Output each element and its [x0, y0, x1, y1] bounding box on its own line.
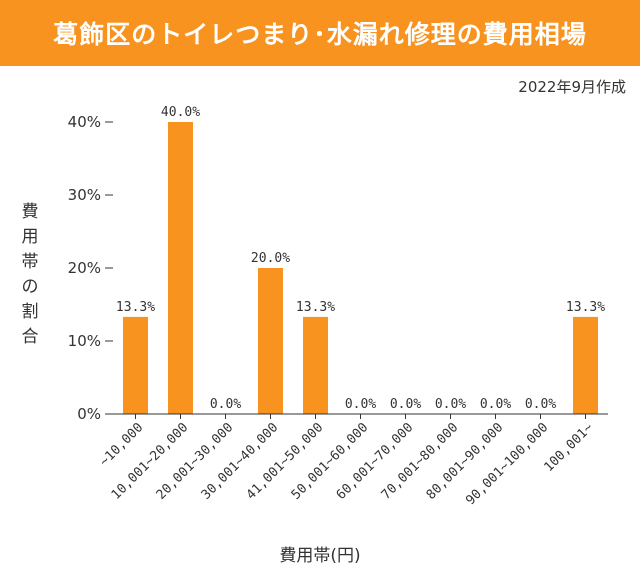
x-tick-label: 80,001~90,000 — [424, 420, 507, 503]
x-tick-label: 90,001~100,000 — [463, 420, 551, 508]
y-axis: 0% 10% 20% 30% 40% — [68, 113, 113, 423]
x-tick-label: 41,001~50,000 — [244, 420, 327, 503]
data-label: 13.3% — [566, 300, 605, 315]
data-label: 0.0% — [345, 397, 376, 412]
x-axis: ~10,00010,001~20,00020,001~30,00030,001~… — [97, 414, 596, 508]
y-tick-label: 10% — [68, 332, 101, 350]
bar — [258, 268, 283, 414]
date-label: 2022年9月作成 — [518, 78, 626, 96]
data-label: 13.3% — [116, 300, 155, 315]
chart-title: 葛飾区のトイレつまり･水漏れ修理の費用相場 — [53, 20, 587, 49]
y-tick-label: 30% — [68, 186, 101, 204]
data-label: 0.0% — [390, 397, 421, 412]
bar — [168, 122, 193, 414]
bars — [123, 122, 598, 414]
data-label: 40.0% — [161, 105, 200, 120]
x-tick-label: 10,001~20,000 — [109, 420, 192, 503]
data-labels: 13.3% 40.0% 0.0% 20.0% 13.3% 0.0% 0.0% 0.0% 0.0%… — [116, 105, 605, 412]
y-tick-label: 20% — [68, 259, 101, 277]
data-label: 20.0% — [251, 251, 290, 266]
x-axis-title: 費用帯(円) — [279, 546, 361, 566]
bar — [303, 316, 328, 414]
data-label: 0.0% — [210, 397, 241, 412]
x-tick-label: 50,001~60,000 — [289, 420, 372, 503]
data-label: 0.0% — [480, 397, 511, 412]
y-tick-label: 40% — [68, 113, 101, 131]
title-bar: 葛飾区のトイレつまり･水漏れ修理の費用相場 — [0, 0, 640, 66]
data-label: 13.3% — [296, 300, 335, 315]
y-tick-label: 0% — [77, 405, 101, 423]
x-tick-label: 100,001~ — [541, 420, 596, 475]
y-axis-title: 費用帯の割合 — [21, 202, 39, 347]
bar — [573, 316, 598, 414]
data-label: 0.0% — [435, 397, 466, 412]
bar — [123, 316, 148, 414]
x-tick-label: 20,001~30,000 — [154, 420, 237, 503]
data-label: 0.0% — [525, 397, 556, 412]
x-tick-label: 70,001~80,000 — [379, 420, 462, 503]
x-tick-label: 60,001~70,000 — [334, 420, 417, 503]
x-tick-label: 30,001~40,000 — [199, 420, 282, 503]
